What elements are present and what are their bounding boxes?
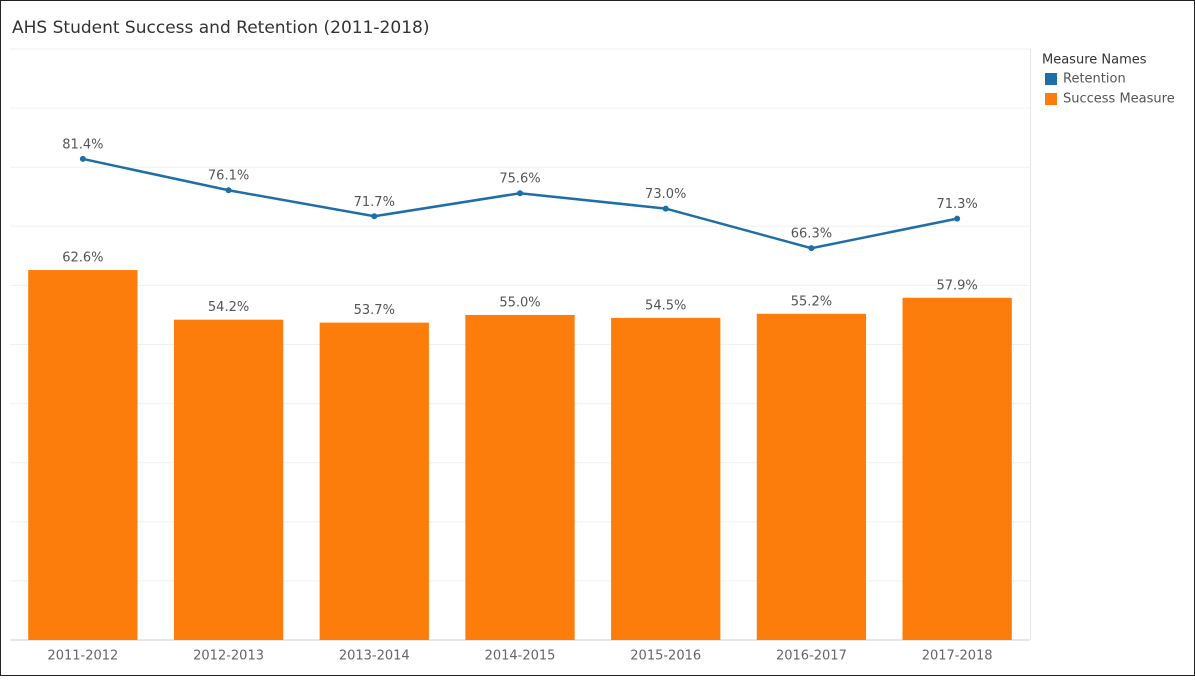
- point: [371, 213, 378, 220]
- bar: [902, 297, 1012, 640]
- data-label: 71.3%: [936, 197, 977, 212]
- data-label: 73.0%: [645, 187, 686, 202]
- x-tick-label: 2017-2018: [922, 649, 993, 664]
- x-tick-label: 2011-2012: [47, 649, 118, 664]
- data-label: 54.5%: [645, 298, 686, 313]
- x-tick-label: 2012-2013: [193, 649, 264, 664]
- x-tick-label: 2013-2014: [339, 649, 410, 664]
- point: [225, 187, 232, 194]
- data-label: 55.0%: [499, 295, 540, 310]
- legend-swatch: [1045, 73, 1057, 85]
- x-tick-label: 2016-2017: [776, 649, 847, 664]
- bar: [28, 270, 138, 640]
- data-label: 66.3%: [791, 227, 832, 242]
- x-tick-label: 2014-2015: [485, 649, 556, 664]
- data-label: 75.6%: [499, 172, 540, 187]
- chart-title: AHS Student Success and Retention (2011-…: [12, 18, 429, 38]
- bar: [611, 317, 721, 640]
- data-label: 76.1%: [208, 169, 249, 184]
- data-label: 62.6%: [62, 251, 103, 266]
- data-label: 71.7%: [354, 195, 395, 210]
- data-label: 81.4%: [62, 137, 103, 152]
- legend-label: Success Measure: [1063, 92, 1175, 107]
- legend-title: Measure Names: [1042, 53, 1147, 68]
- bar: [173, 319, 284, 640]
- bar: [465, 314, 575, 640]
- point: [808, 245, 815, 252]
- bar: [319, 322, 429, 640]
- point: [662, 205, 669, 212]
- point: [517, 190, 523, 197]
- legend-label: Retention: [1063, 72, 1126, 87]
- data-label: 57.9%: [936, 278, 977, 293]
- data-label: 54.2%: [208, 300, 249, 315]
- point: [79, 155, 86, 162]
- bar: [756, 313, 867, 640]
- data-label: 55.2%: [791, 294, 832, 309]
- data-label: 53.7%: [354, 303, 395, 318]
- point: [954, 215, 961, 222]
- x-tick-label: 2015-2016: [630, 649, 701, 664]
- legend-swatch: [1045, 93, 1057, 105]
